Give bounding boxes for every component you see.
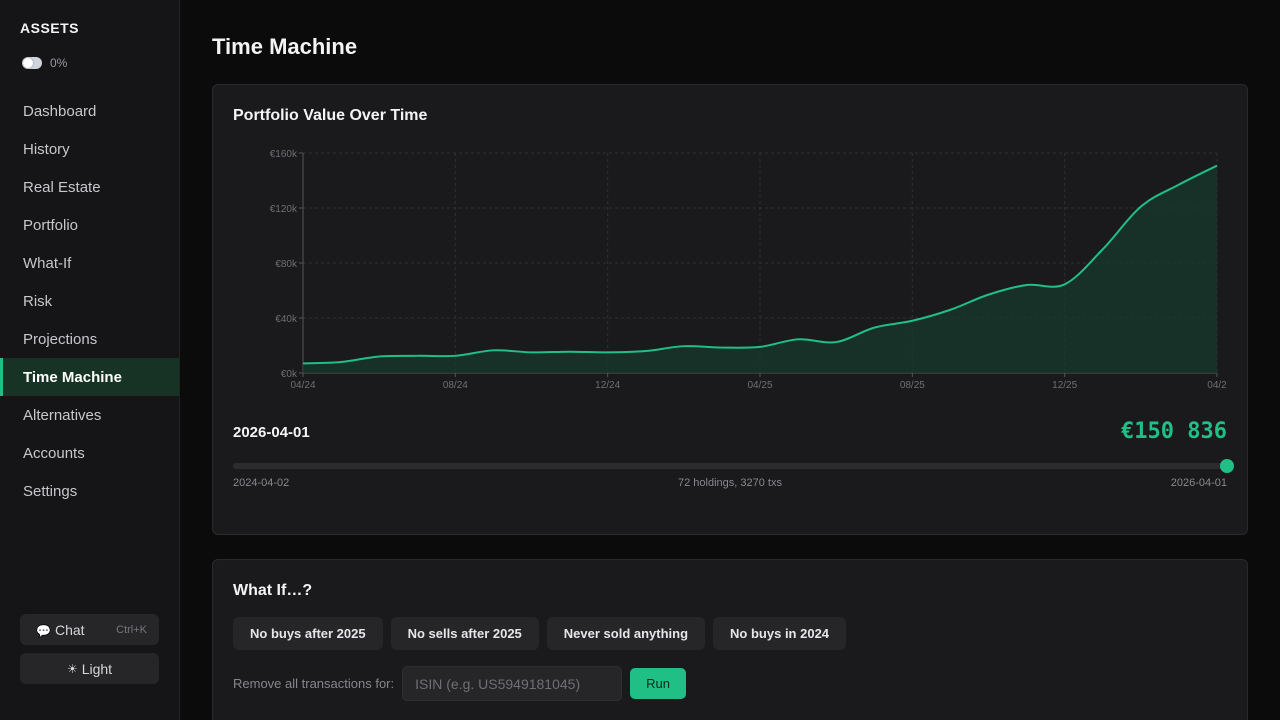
never-sold-anything-button[interactable]: Never sold anything	[546, 617, 706, 650]
series-area	[303, 165, 1217, 373]
isin-input[interactable]	[402, 666, 623, 701]
main-content: Time Machine Portfolio Value Over Time €…	[180, 0, 1280, 720]
privacy-value: 0%	[50, 56, 68, 70]
y-tick-label: €80k	[275, 259, 298, 270]
what-if-card: What If…? No buys after 2025 No sells af…	[212, 559, 1248, 720]
privacy-toggle[interactable]: 0%	[22, 56, 67, 70]
sidebar-item-accounts[interactable]: Accounts	[23, 444, 85, 462]
selected-value: €150 836	[1121, 419, 1227, 444]
slider-meta: 2024-04-02 72 holdings, 3270 txs 2026-04…	[233, 477, 1227, 489]
x-tick-label: 12/25	[1052, 380, 1077, 391]
no-buys-in-2024-button[interactable]: No buys in 2024	[713, 617, 847, 650]
toggle-icon[interactable]	[22, 57, 42, 69]
what-if-presets: No buys after 2025 No sells after 2025 N…	[233, 617, 847, 650]
remove-transactions-row: Remove all transactions for: Run	[233, 666, 686, 701]
x-tick-label: 04/2	[1207, 380, 1227, 391]
sidebar-item-time-machine[interactable]: Time Machine	[0, 358, 179, 396]
remove-transactions-label: Remove all transactions for:	[233, 676, 395, 691]
page-title: Time Machine	[212, 34, 358, 59]
sidebar: ASSETS 0% Dashboard History Real Estate …	[0, 0, 180, 720]
app-brand: ASSETS	[20, 20, 80, 36]
sidebar-item-what-if[interactable]: What-If	[23, 254, 72, 272]
chat-shortcut: Ctrl+K	[116, 623, 147, 636]
no-buys-after-2025-button[interactable]: No buys after 2025	[233, 617, 383, 650]
x-tick-label: 04/24	[290, 380, 315, 391]
sidebar-item-settings[interactable]: Settings	[23, 482, 78, 500]
x-tick-label: 08/25	[900, 380, 925, 391]
speech-bubble-icon: 💬	[36, 623, 51, 638]
y-tick-label: €0k	[281, 369, 298, 380]
sun-icon: ☀	[66, 661, 78, 676]
sidebar-item-projections[interactable]: Projections	[23, 330, 98, 348]
x-tick-label: 12/24	[595, 380, 620, 391]
run-button[interactable]: Run	[630, 668, 686, 699]
x-tick-label: 04/25	[747, 380, 772, 391]
sidebar-item-risk[interactable]: Risk	[23, 292, 53, 310]
y-tick-label: €160k	[270, 149, 298, 160]
chat-button[interactable]: 💬 Chat Ctrl+K	[20, 614, 159, 645]
sidebar-item-alternatives[interactable]: Alternatives	[23, 406, 102, 424]
portfolio-value-chart: €0k €40k €80k €120k €160k 04/24 08/24 12/24 04/2…	[270, 149, 1227, 391]
chat-label: Chat	[54, 621, 85, 638]
series-line	[302, 164, 1218, 365]
portfolio-chart-card: Portfolio Value Over Time €0k €40k €80k €12…	[212, 84, 1248, 535]
sidebar-item-real-estate[interactable]: Real Estate	[23, 178, 101, 196]
holdings-summary: 72 holdings, 3270 txs	[678, 477, 782, 489]
theme-label: Light	[81, 660, 113, 677]
no-sells-after-2025-button[interactable]: No sells after 2025	[390, 617, 539, 650]
sidebar-nav: Dashboard History Real Estate Portfolio …	[0, 92, 179, 510]
sidebar-item-portfolio[interactable]: Portfolio	[23, 216, 79, 234]
slider-start-date: 2024-04-02	[233, 477, 290, 489]
time-slider-thumb[interactable]	[1220, 459, 1234, 473]
selected-date: 2026-04-01	[233, 424, 310, 441]
sidebar-item-history[interactable]: History	[23, 140, 70, 158]
what-if-title: What If…?	[233, 582, 313, 599]
x-tick-label: 08/24	[443, 380, 468, 391]
slider-end-date: 2026-04-01	[1170, 477, 1227, 489]
sidebar-item-dashboard[interactable]: Dashboard	[23, 102, 97, 120]
chat-button-content: 💬 Chat	[36, 622, 85, 638]
theme-toggle-button[interactable]: ☀ Light	[20, 653, 159, 684]
y-tick-label: €120k	[270, 204, 298, 215]
chart-title: Portfolio Value Over Time	[233, 107, 428, 124]
y-tick-label: €40k	[275, 314, 298, 325]
time-slider[interactable]	[233, 459, 1234, 473]
